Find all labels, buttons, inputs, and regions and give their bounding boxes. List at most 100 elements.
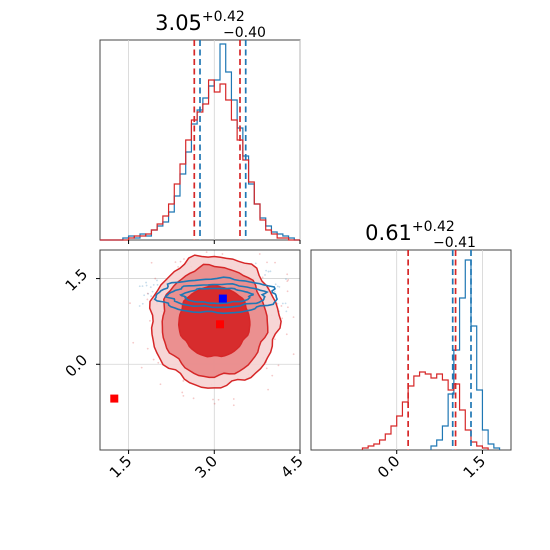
joint-sample-dot (138, 285, 141, 288)
joint-sample-dot (267, 388, 270, 391)
joint-sample-dot (286, 290, 289, 293)
joint-ytick-label-0: 0.0 (62, 351, 92, 381)
joint-sample-dot (285, 278, 287, 281)
joint-sample-dot (147, 292, 150, 295)
joint-sample-dot (224, 237, 226, 239)
joint-sample-dot (281, 302, 284, 305)
joint-sample-dot (181, 391, 184, 394)
p1-title-plus: +0.42 (202, 9, 245, 25)
joint-sample-dot (159, 383, 162, 386)
joint-sample-dot (285, 333, 288, 336)
joint-sample-dot (213, 402, 216, 405)
p1-marginal-panel: 3.05+0.42 −0.40 (99, 9, 301, 244)
joint-sample-dot (152, 284, 155, 286)
p1-title: 3.05+0.42 −0.40 (155, 9, 266, 41)
joint-sample-dot (287, 279, 290, 281)
joint-sample-dot (212, 398, 214, 401)
joint-sample-dot (156, 279, 158, 282)
joint-sample-dot (138, 305, 141, 307)
joint-sample-dot (286, 273, 289, 276)
joint-sample-dot (221, 253, 224, 255)
joint-sample-dot (292, 316, 295, 319)
joint-xtick-label-2: 4.5 (277, 452, 307, 482)
p2-title: 0.61+0.42 −0.41 (365, 219, 476, 251)
joint-sample-dot (156, 283, 159, 286)
joint-marker-0 (110, 394, 119, 403)
joint-frame (99, 249, 301, 451)
red-contour-2 (177, 283, 251, 358)
joint-sample-dot (265, 367, 268, 370)
p2-xtick-label-1: 1.5 (460, 452, 490, 482)
joint-sample-dot (152, 358, 155, 361)
p2-marginal-frame (310, 249, 512, 451)
p1-marginal-ticks (128, 240, 301, 244)
joint-sample-dot (150, 261, 153, 264)
p2-title-plus: +0.42 (412, 219, 455, 235)
p1-title-value: 3.05 (155, 11, 202, 35)
joint-sample-dot (174, 261, 177, 264)
joint-sample-dot (267, 270, 270, 273)
joint-sample-dot (271, 374, 274, 377)
blue-contour-2 (179, 287, 254, 305)
joint-xtick-label-0: 1.5 (106, 452, 136, 482)
joint-sample-dot (292, 353, 295, 356)
joint-sample-dot (179, 260, 182, 263)
joint-sample-dot (286, 306, 289, 309)
joint-sample-dot (284, 302, 287, 305)
joint-sample-dot (273, 290, 276, 293)
joint-sample-dot (145, 284, 148, 287)
p2-hist-blue (430, 259, 501, 450)
joint-sample-dot (261, 276, 264, 279)
joint-sample-dot (146, 292, 149, 295)
p2-grid (396, 250, 483, 450)
p2-xtick-label-0: 0.0 (374, 452, 404, 482)
joint-sample-dot (183, 258, 185, 260)
p1-title-minus: −0.40 (223, 25, 266, 41)
p2-quantile-lines (407, 250, 472, 450)
p1-quantile-lines (193, 40, 247, 240)
joint-sample-dot (276, 285, 279, 288)
joint-sample-dot (265, 269, 268, 272)
joint-sample-dot (150, 295, 153, 298)
joint-sample-dot (274, 283, 277, 286)
joint-sample-dot (132, 341, 135, 344)
joint-sample-dot (266, 261, 268, 264)
joint-sample-dot (232, 398, 235, 400)
joint-sample-dot (278, 286, 281, 288)
joint-sample-dot (264, 274, 266, 276)
joint-sample-dot (232, 404, 235, 407)
p1-grid (128, 40, 301, 240)
joint-sample-dot (269, 270, 272, 273)
joint-marker-2 (218, 294, 227, 303)
p2-title-minus: −0.41 (433, 235, 476, 251)
p1-hist-red (100, 79, 300, 241)
joint-sample-dot (223, 243, 225, 245)
joint-sample-dot (149, 319, 151, 322)
joint-sample-dot (140, 366, 143, 369)
joint-sample-dot (281, 317, 284, 320)
joint-sample-dot (141, 285, 144, 287)
joint-sample-dot (274, 338, 276, 341)
joint-sample-dot (205, 251, 208, 254)
joint-sample-dot (258, 253, 261, 255)
joint-sample-dot (143, 294, 146, 297)
joint-sample-dot (154, 277, 157, 280)
joint-sample-dot (146, 298, 149, 301)
joint-sample-dot (146, 347, 149, 350)
joint-sample-dot (129, 302, 131, 305)
joint-xtick-label-1: 3.0 (192, 452, 222, 482)
joint-sample-dot (182, 380, 185, 382)
joint-sample-dot (285, 310, 288, 313)
blue-contour-0 (153, 276, 279, 315)
joint-sample-dot (274, 261, 276, 264)
joint-ytick-label-1: 1.5 (62, 265, 92, 295)
joint-sample-dot (286, 280, 289, 282)
joint-sample-dot (151, 290, 154, 293)
p2-hist-red (361, 371, 489, 450)
joint-sample-dot (157, 361, 160, 364)
p2-title-value: 0.61 (365, 221, 412, 245)
joint-sample-dot (169, 247, 171, 249)
joint-marker-1 (216, 320, 224, 329)
joint-sample-dot (141, 302, 144, 305)
